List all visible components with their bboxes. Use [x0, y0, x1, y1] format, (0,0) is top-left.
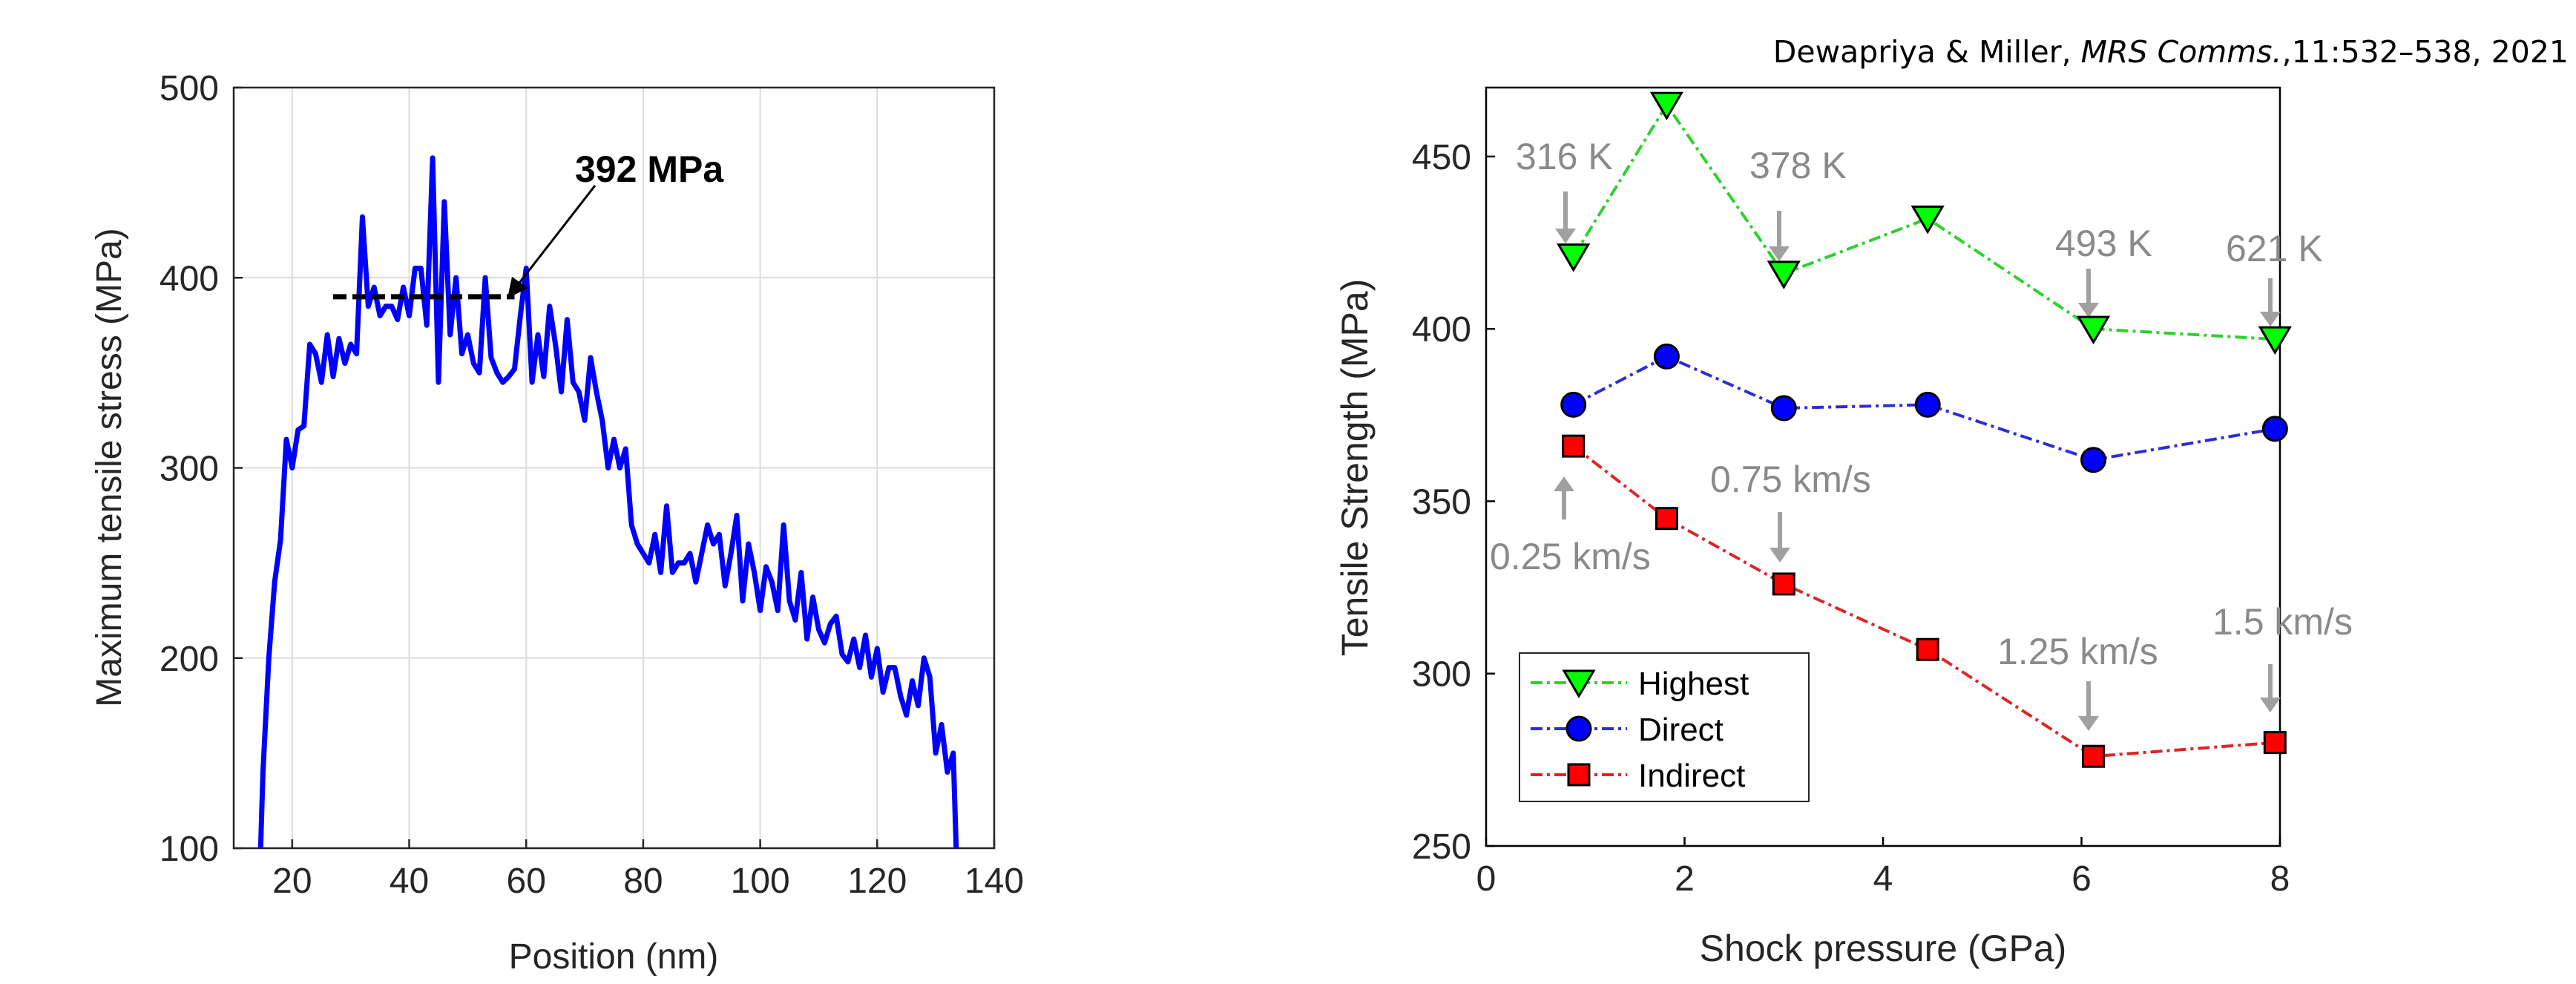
chart1-y-tick-label: 400	[160, 259, 219, 298]
point-direct	[1914, 391, 1941, 418]
chart1-x-tick-label: 40	[390, 862, 429, 901]
chart2-y-tick-label: 250	[1412, 827, 1471, 867]
chart2-y-label: Tensile Strength (MPa)	[1334, 279, 1376, 657]
chart2-x-tick-label: 6	[2071, 859, 2092, 899]
annotation-arrow-head	[2078, 303, 2099, 318]
chart2-annotations: 316 K 378 K 493 K 621 K 0.25 km/s 0.75 k…	[1490, 136, 2353, 672]
chart1-y-tick-label: 200	[160, 640, 219, 679]
citation: Dewapriya & Miller, MRS Comms.,11:532–53…	[1773, 34, 2569, 70]
chart1-ticks: 20 40 60 80 100 120 140 100 200 300 400 500	[160, 69, 1024, 901]
annotation-1-5-kms: 1.5 km/s	[2212, 601, 2353, 643]
chart1-x-tick-label: 120	[847, 862, 907, 901]
chart2-legend: Highest Direct Indirect	[1519, 652, 1810, 802]
chart1-x-tick-label: 80	[623, 862, 663, 901]
chart2-annotation-arrows	[1554, 191, 2281, 731]
chart2-x-label: Shock pressure (GPa)	[1700, 928, 2067, 969]
point-highest	[1767, 260, 1801, 289]
annotation-316k: 316 K	[1516, 136, 1613, 177]
annotation-493k: 493 K	[2055, 223, 2152, 264]
chart1-series-line	[257, 155, 959, 849]
annotation-arrow-shaft	[516, 185, 597, 286]
citation-details: ,11:532–538, 2021	[2281, 34, 2569, 70]
point-highest	[2258, 326, 2292, 355]
annotation-621k: 621 K	[2226, 228, 2323, 269]
chart1-y-tick-label: 300	[160, 450, 219, 489]
legend-marker-direct	[1565, 715, 1592, 742]
legend-marker-highest	[1562, 669, 1596, 698]
point-direct	[2261, 416, 2288, 442]
chart2-x-tick-label: 2	[1675, 859, 1695, 899]
chart1-y-tick-label: 500	[160, 69, 219, 108]
annotation-arrow-head	[507, 277, 528, 298]
annotation-378k: 378 K	[1749, 145, 1847, 186]
chart1-series	[257, 155, 959, 849]
chart2-x-tick-label: 8	[2270, 859, 2290, 899]
annotation-0-25-kms: 0.25 km/s	[1490, 536, 1651, 577]
stress-position-chart: 20 40 60 80 100 120 140 100 200 300 400 500 392 MPa…	[90, 69, 1024, 977]
citation-journal: MRS Comms.	[2080, 34, 2282, 70]
chart1-x-tick-label: 20	[272, 862, 312, 901]
chart2-series	[1557, 91, 2292, 768]
chart1-x-label: Position (nm)	[509, 937, 719, 977]
annotation-1-25-kms: 1.25 km/s	[1997, 631, 2158, 672]
annotation-arrow-head	[2260, 698, 2281, 712]
point-direct	[2080, 447, 2107, 473]
chart2-y-tick-label: 400	[1412, 310, 1471, 350]
point-highest	[1557, 243, 1591, 272]
chart1-x-tick-label: 60	[507, 862, 546, 901]
annotation-arrow-head	[1770, 548, 1790, 562]
legend-label-indirect: Indirect	[1638, 758, 1745, 794]
point-indirect	[1562, 434, 1586, 458]
series-line-highest	[1571, 102, 2276, 341]
point-highest	[1649, 91, 1684, 121]
chart1-x-tick-label: 140	[965, 862, 1024, 901]
point-indirect	[2082, 744, 2106, 768]
chart2-ticks: 0 2 4 6 8 250 300 350 400 450	[1412, 138, 2290, 899]
annotation-arrow-head	[1769, 246, 1790, 261]
legend-label-highest: Highest	[1638, 666, 1749, 702]
point-indirect	[1772, 572, 1795, 596]
chart1-y-label: Maximum tensile stress (MPa)	[90, 228, 129, 706]
point-direct	[1770, 395, 1797, 422]
point-indirect	[1655, 507, 1678, 531]
annotation-arrow-head	[2078, 716, 2099, 731]
chart2-x-tick-label: 0	[1476, 859, 1496, 899]
chart2-y-tick-label: 450	[1412, 138, 1471, 177]
citation-authors: Dewapriya & Miller,	[1772, 34, 2071, 70]
chart1-annotation-392: 392 MPa	[575, 148, 724, 190]
point-direct	[1653, 343, 1680, 370]
point-direct	[1560, 391, 1587, 418]
legend-label-direct: Direct	[1638, 712, 1724, 748]
annotation-arrow-head	[2260, 312, 2281, 327]
chart1-y-tick-label: 100	[160, 830, 219, 869]
annotation-0-75-kms: 0.75 km/s	[1710, 459, 1871, 500]
series-line-indirect	[1572, 445, 2276, 758]
point-indirect	[1916, 637, 1939, 661]
chart2-x-tick-label: 4	[1873, 859, 1893, 899]
legend-marker-indirect	[1567, 763, 1591, 787]
chart2-y-tick-label: 350	[1412, 482, 1471, 522]
point-highest	[2076, 315, 2111, 345]
annotation-arrow-head	[1555, 229, 1576, 243]
tensile-strength-chart: 0 2 4 6 8 250 300 350 400 450 316 K 378 K 493 K 6…	[1334, 86, 2353, 969]
annotation-arrow-head	[1554, 476, 1574, 491]
chart1-x-tick-label: 100	[731, 862, 790, 901]
point-indirect	[2263, 731, 2287, 755]
point-highest	[1910, 206, 1945, 234]
chart2-y-tick-label: 300	[1412, 655, 1471, 695]
